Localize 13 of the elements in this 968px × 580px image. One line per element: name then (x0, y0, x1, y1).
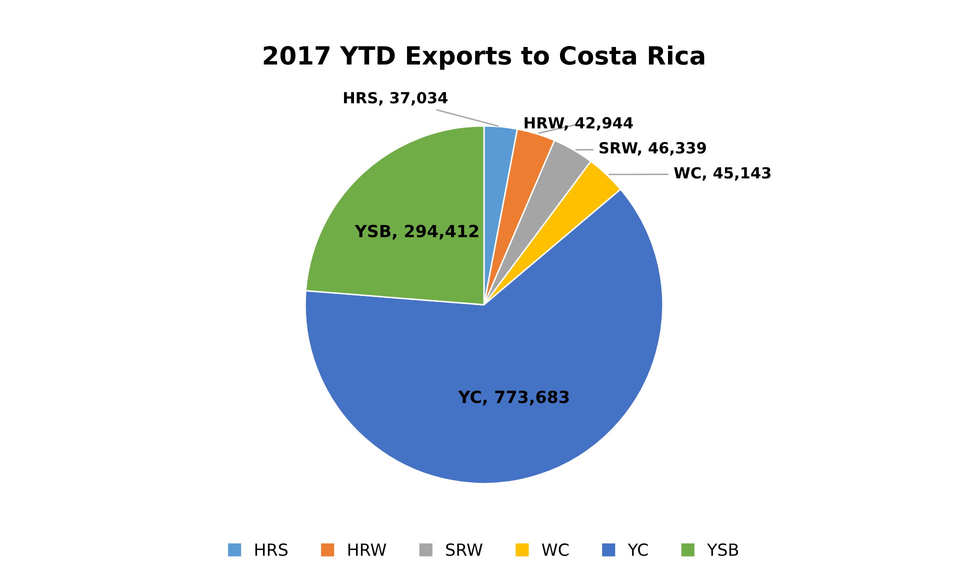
data-label: YC, 773,683 (458, 390, 569, 406)
data-label: SRW, 46,339 (600, 142, 706, 156)
data-label: HRS, 37,034 (344, 92, 448, 106)
legend-label: WC (542, 543, 569, 556)
legend-label: SRW (446, 543, 482, 556)
chart-title: 2017 YTD Exports to Costa Rica (264, 46, 704, 70)
legend-label: YSB (707, 543, 738, 556)
data-label: HRW, 42,944 (524, 116, 633, 131)
legend-label: HRW (348, 544, 386, 556)
legend-label: HRS (255, 543, 288, 556)
data-label: YSB, 294,412 (354, 224, 478, 240)
data-label: WC, 45,143 (674, 167, 770, 181)
legend-label: YC (628, 543, 648, 556)
